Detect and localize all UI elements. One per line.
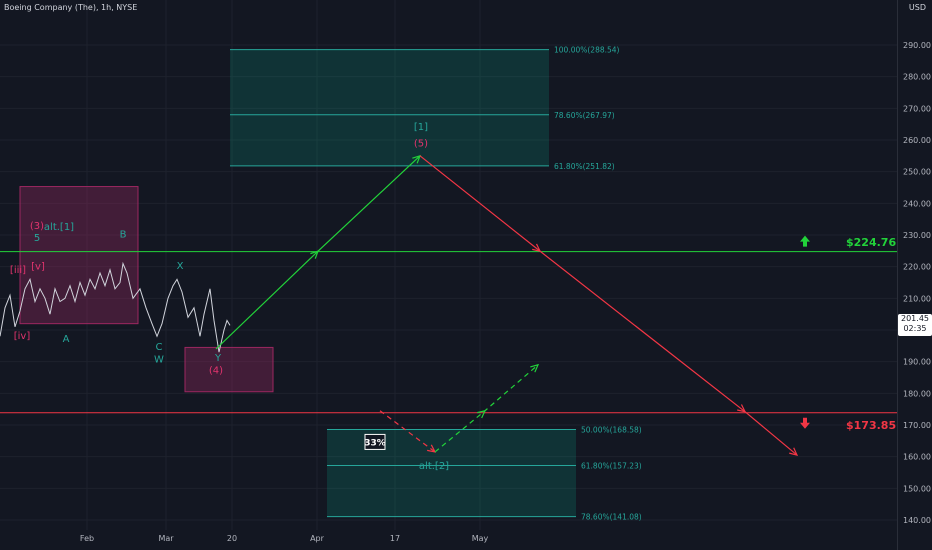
y-axis: 140.00150.00160.00170.00180.00190.00200.… (903, 41, 931, 525)
x-axis: Feb Mar 20 Apr 17 May (80, 534, 489, 543)
wave-label: B (120, 229, 127, 240)
y-tick-label: 210.00 (903, 294, 931, 303)
y-tick-label: 180.00 (903, 389, 931, 398)
arrowhead-icon (530, 363, 540, 373)
y-tick-label: 150.00 (903, 484, 931, 493)
wave-label: [iii] (10, 265, 26, 276)
arrowhead-icon (412, 154, 422, 164)
x-tick-label: May (472, 534, 489, 543)
fib-level-label: 78.60%(267.97) (554, 111, 615, 120)
projection-line (379, 410, 436, 453)
bar-countdown: 02:35 (903, 324, 927, 334)
fib-level-label: 61.80%(157.23) (581, 461, 642, 470)
arrowhead-icon (477, 409, 487, 419)
y-tick-label: 290.00 (903, 41, 931, 50)
x-tick-label: 17 (390, 534, 400, 543)
fib-level-label: 78.60%(141.08) (581, 513, 642, 522)
wave-label: alt.[1] (44, 222, 74, 233)
price-series-line (0, 261, 231, 353)
y-tick-label: 270.00 (903, 104, 931, 113)
chart-title: Boeing Company (The), 1h, NYSE (4, 3, 138, 12)
last-price-tag: 201.45 02:35 (898, 314, 932, 337)
grid (0, 0, 897, 530)
wave-zones (19, 186, 274, 393)
arrowhead-icon (427, 444, 437, 453)
y-tick-label: 160.00 (903, 453, 931, 462)
wave-zone-box (19, 186, 139, 325)
wave-label: (4) (209, 366, 223, 377)
probability-badge-label: 33% (364, 438, 386, 448)
projection-arrows (215, 154, 799, 456)
arrowhead-icon (737, 404, 747, 413)
arrow-up-icon (800, 235, 810, 247)
y-tick-label: 220.00 (903, 263, 931, 272)
projection-line (419, 155, 798, 456)
wave-label: W (154, 355, 164, 366)
arrowhead-icon (789, 447, 799, 456)
y-tick-label: 230.00 (903, 231, 931, 240)
resistance-level-label: $224.76 (846, 235, 897, 249)
fib-level-label: 100.00%(288.54) (554, 46, 620, 55)
wave-label: [v] (31, 262, 45, 273)
x-tick-label: Apr (310, 534, 325, 543)
probability-badge (364, 433, 386, 450)
x-tick-label: Mar (158, 534, 174, 543)
wave-label: alt.[2] (419, 461, 449, 472)
y-tick-label: 260.00 (903, 136, 931, 145)
horizontal-levels (0, 235, 897, 429)
arrowhead-icon (310, 250, 319, 259)
fib-level-label: 61.80%(251.82) (554, 162, 615, 171)
wave-label: (5) (414, 139, 428, 150)
wave-label: 5 (34, 233, 40, 244)
y-tick-label: 240.00 (903, 199, 931, 208)
arrow-down-icon (800, 417, 810, 429)
y-tick-label: 140.00 (903, 516, 931, 525)
y-tick-label: 250.00 (903, 168, 931, 177)
wave-label: Y (214, 353, 222, 364)
wave-label: A (63, 334, 70, 345)
price-axis-separator (897, 0, 898, 550)
price-line (0, 261, 231, 353)
wave-label: X (177, 261, 184, 272)
wave-label: [1] (414, 122, 428, 133)
currency-label: USD (908, 3, 926, 12)
x-tick-label: 20 (227, 534, 237, 543)
wave-zone-box (184, 346, 274, 393)
arrowhead-icon (532, 243, 542, 253)
x-tick-label: Feb (80, 534, 94, 543)
last-price: 201.45 (901, 314, 929, 324)
y-tick-label: 170.00 (903, 421, 931, 430)
wave-label: C (156, 342, 163, 353)
y-tick-label: 280.00 (903, 73, 931, 82)
wave-label: (3) (30, 221, 44, 232)
fib-level-label: 50.00%(168.58) (581, 425, 642, 434)
y-tick-label: 190.00 (903, 358, 931, 367)
wave-labels: (3) alt.[1] 5 B [iii] [v] X [iv] A CW Y (4) [1] (5) al… (10, 122, 449, 472)
fib-box-fill (230, 49, 549, 166)
support-level-label: $173.85 (846, 418, 897, 432)
fib-target-boxes: 100.00%(288.54) 78.60%(267.97) 61.80%(251.… (230, 46, 642, 522)
wave-label: [iv] (14, 331, 31, 342)
